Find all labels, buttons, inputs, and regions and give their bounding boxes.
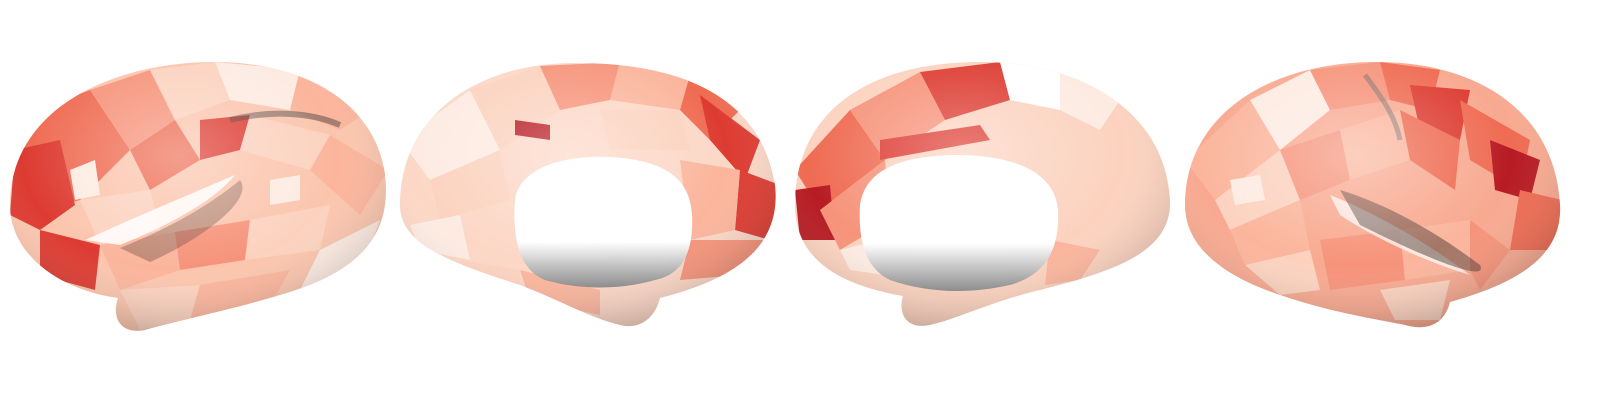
surface-shading bbox=[795, 62, 1171, 326]
surface-shading bbox=[10, 62, 386, 331]
hemisphere-right-medial bbox=[795, 62, 1171, 326]
surface-shading bbox=[400, 62, 776, 327]
surface-shading bbox=[1185, 61, 1561, 328]
hemisphere-right-lateral bbox=[1185, 61, 1561, 328]
